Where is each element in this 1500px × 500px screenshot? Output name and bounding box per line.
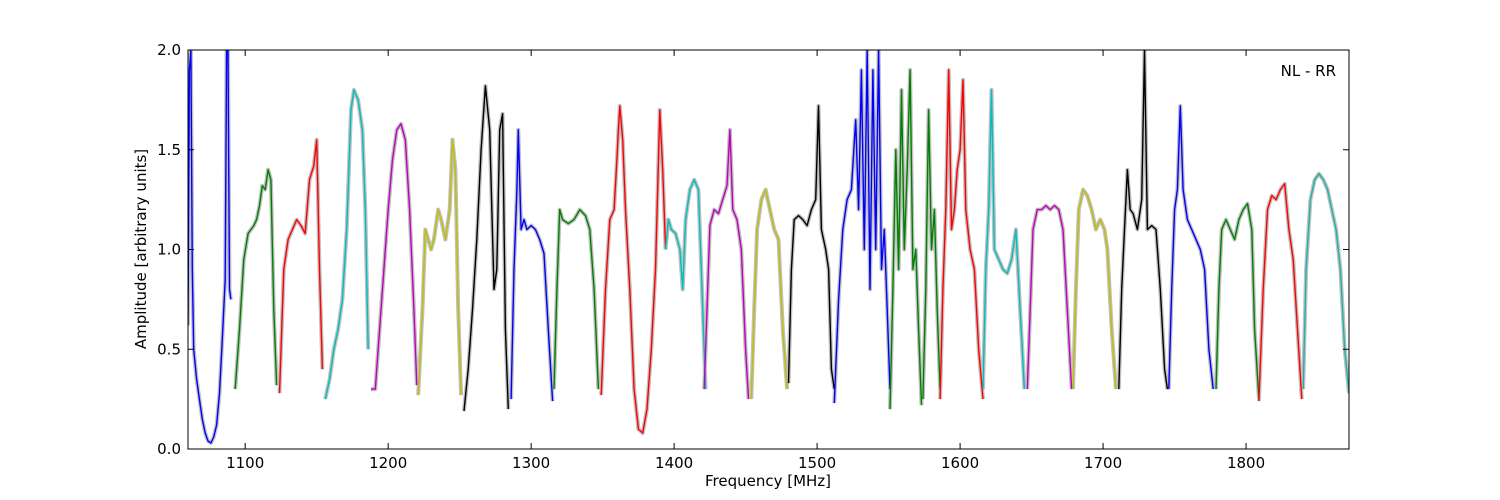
series-line-0 bbox=[188, 50, 232, 444]
chart-annotation: NL - RR bbox=[1281, 62, 1336, 80]
series-line-6 bbox=[463, 85, 509, 412]
series-line-5 bbox=[417, 139, 462, 396]
series-envelope bbox=[233, 167, 279, 390]
series-layer bbox=[188, 50, 1349, 444]
series-envelope bbox=[981, 87, 1027, 390]
series-envelope bbox=[888, 68, 924, 410]
x-tick-label: 1800 bbox=[1227, 454, 1265, 472]
x-tick-label: 1500 bbox=[798, 454, 836, 472]
series-line-15 bbox=[889, 69, 923, 410]
y-tick-label: 1.5 bbox=[157, 141, 181, 159]
series-envelope bbox=[462, 83, 511, 412]
series-envelope bbox=[786, 103, 837, 390]
series-envelope bbox=[323, 87, 371, 400]
x-tick-label: 1100 bbox=[226, 454, 264, 472]
series-envelope bbox=[277, 137, 325, 394]
series-line-20 bbox=[1072, 188, 1117, 390]
y-axis-label: Amplitude [arbitrary units] bbox=[132, 149, 150, 349]
series-line-1 bbox=[234, 168, 278, 390]
series-line-7 bbox=[510, 129, 554, 402]
series-line-14 bbox=[833, 50, 891, 404]
series-line-9 bbox=[600, 105, 667, 434]
series-line-23 bbox=[1215, 202, 1260, 400]
series-line-22 bbox=[1168, 105, 1214, 390]
y-tick-label: 0.5 bbox=[157, 340, 181, 358]
series-line-2 bbox=[278, 139, 324, 394]
series-line-4 bbox=[371, 123, 418, 390]
y-tick-label: 2.0 bbox=[157, 41, 181, 59]
series-line-24 bbox=[1258, 182, 1303, 402]
series-line-11 bbox=[703, 129, 750, 400]
x-tick-label: 1200 bbox=[369, 454, 407, 472]
x-tick-label: 1600 bbox=[941, 454, 979, 472]
series-envelope bbox=[188, 50, 233, 445]
series-line-18 bbox=[982, 89, 1026, 390]
x-tick-label: 1700 bbox=[1084, 454, 1122, 472]
series-line-21 bbox=[1118, 50, 1169, 390]
series-line-10 bbox=[664, 178, 707, 390]
background-envelope-layer bbox=[188, 50, 1349, 445]
series-envelope bbox=[552, 207, 601, 390]
series-line-13 bbox=[787, 105, 835, 390]
series-envelope bbox=[1166, 103, 1216, 390]
series-envelope bbox=[1025, 203, 1074, 390]
series-line-16 bbox=[922, 109, 941, 400]
x-tick-label: 1400 bbox=[655, 454, 693, 472]
y-tick-label: 0.0 bbox=[157, 440, 181, 458]
series-line-19 bbox=[1026, 204, 1073, 390]
series-line-8 bbox=[553, 208, 600, 390]
x-axis-label: Frequency [MHz] bbox=[705, 472, 831, 490]
x-tick-label: 1300 bbox=[512, 454, 550, 472]
series-line-17 bbox=[939, 69, 984, 400]
y-tick-label: 1.0 bbox=[157, 241, 181, 259]
series-envelope bbox=[920, 107, 943, 400]
series-line-12 bbox=[750, 188, 788, 400]
axis-ticks: 1100 1200 1300 1400 1500 1600 1700 1800 0.0 0.5 1.… bbox=[157, 41, 1349, 472]
series-line-25 bbox=[1302, 172, 1349, 394]
series-line-3 bbox=[324, 89, 369, 400]
